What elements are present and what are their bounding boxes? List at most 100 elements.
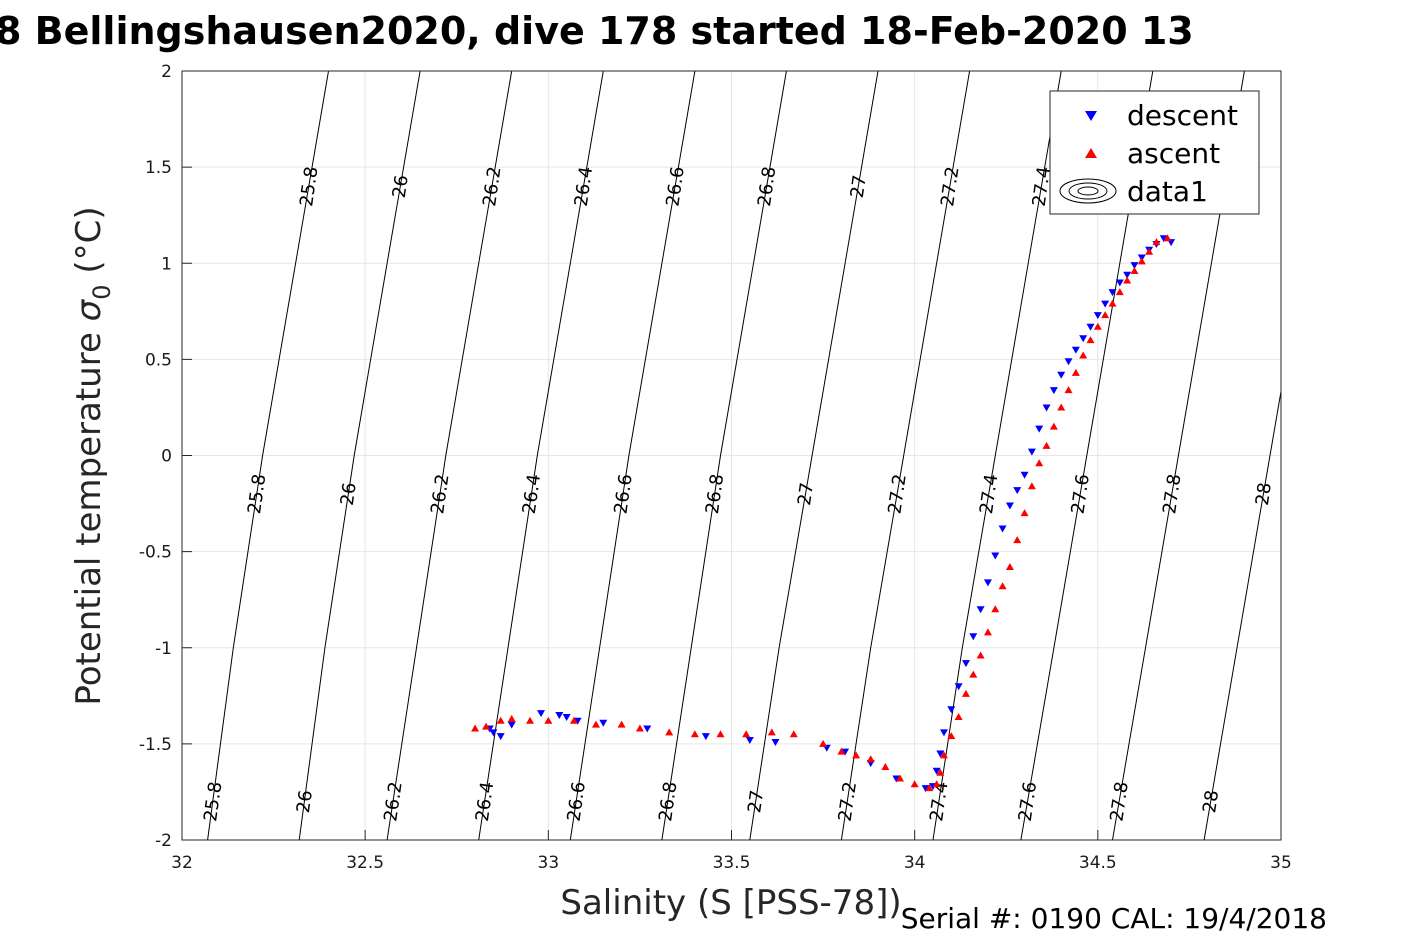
x-tick-label: 32.5 (346, 853, 384, 873)
ascent-point (767, 728, 776, 736)
ascent-point (866, 755, 875, 763)
ascent-point (925, 784, 934, 792)
y-tick-label: 2 (161, 62, 172, 82)
legend-descent-marker (1085, 111, 1097, 121)
ascent-point (976, 651, 985, 659)
ascent-point (837, 747, 846, 755)
ascent-point (789, 730, 798, 738)
descent-point (976, 606, 985, 614)
descent-point (1057, 371, 1066, 379)
y-tick-label: -1 (155, 639, 172, 659)
descent-point (1130, 262, 1139, 270)
isopycnal-line (569, 71, 696, 840)
isopycnal-label: 27 (847, 174, 871, 200)
ascent-point (471, 724, 480, 732)
axis-ticks: 32 32.5 33 33.5 34 34.5 35 2 1.5 1 0.5 0 -0.5 -1 -1.5 -… (139, 62, 1292, 873)
legend-box (1049, 90, 1260, 215)
x-tick-label: 34.5 (1079, 853, 1117, 873)
y-tick-label: 0.5 (145, 350, 172, 370)
descent-point (954, 683, 963, 691)
descent-point (701, 733, 710, 741)
y-axis-label: Potential temperature σ0 (°C) (69, 206, 116, 705)
descent-point (939, 729, 948, 737)
ascent-point (896, 774, 905, 782)
y-tick-label: -2 (155, 831, 172, 851)
x-tick-label: 35 (1270, 853, 1292, 873)
ascent-point (852, 751, 861, 759)
series-ascent (471, 234, 1172, 792)
descent-point (771, 738, 780, 746)
descent-point (1123, 271, 1132, 279)
descent-point (1064, 358, 1073, 366)
y-axis-label-main: Potential temperature (69, 321, 109, 705)
descent-point (507, 721, 516, 729)
ascent-point (526, 716, 535, 724)
descent-point (643, 725, 652, 733)
descent-point (537, 710, 546, 718)
ascent-point (1020, 509, 1029, 517)
descent-point (562, 713, 571, 721)
descent-point (932, 767, 941, 775)
descent-point (1159, 235, 1168, 243)
ascent-point (716, 730, 725, 738)
ascent-point (961, 689, 970, 697)
descent-point (936, 750, 945, 758)
ascent-point (690, 730, 699, 738)
isopycnal-line (478, 71, 604, 840)
ascent-point (1093, 322, 1102, 330)
isopycnal-label: 28 (1199, 789, 1223, 815)
descent-point (1115, 279, 1124, 287)
y-tick-label: -0.5 (139, 543, 172, 563)
ascent-point (983, 628, 992, 636)
ascent-point (947, 732, 956, 740)
isopycnal-line (298, 71, 421, 840)
ascent-point (1027, 482, 1036, 490)
ascent-point (1101, 311, 1110, 319)
descent-point (573, 717, 582, 725)
isopycnal-label: 27 (794, 481, 818, 507)
legend-ascent-label: ascent (1127, 137, 1220, 170)
ascent-point (1130, 266, 1139, 274)
ascent-point (910, 780, 919, 788)
descent-point (1020, 471, 1029, 479)
ascent-point (1035, 459, 1044, 467)
ascent-point (507, 714, 516, 722)
descent-point (1086, 323, 1095, 331)
ascent-point (1145, 247, 1154, 255)
y-axis-label-sigma: σ (69, 298, 109, 321)
ascent-point (954, 712, 963, 720)
x-tick-label: 33.5 (713, 853, 751, 873)
isopycnal-line (840, 71, 971, 840)
ascent-point (1049, 422, 1058, 430)
x-axis-label: Salinity (S [PSS-78]) (560, 883, 901, 923)
isopycnal-line (1203, 388, 1281, 840)
ascent-point (1064, 386, 1073, 394)
descent-point (947, 706, 956, 714)
ascent-point (742, 730, 751, 738)
descent-point (1071, 346, 1080, 354)
ascent-point (936, 768, 945, 776)
descent-point (1108, 289, 1117, 297)
ascent-point (1042, 441, 1051, 449)
ascent-point (1137, 257, 1146, 265)
ascent-point (819, 739, 828, 747)
isopycnal-line (932, 71, 1062, 840)
descent-point (1035, 425, 1044, 433)
ascent-point (1086, 336, 1095, 344)
descent-point (599, 719, 608, 727)
isopycnal-label: 26 (293, 789, 317, 815)
ascent-point (591, 720, 600, 728)
y-tick-label: 1 (161, 254, 172, 274)
ascent-point (939, 751, 948, 759)
x-tick-label: 32 (171, 853, 193, 873)
ascent-point (496, 716, 505, 724)
chart-title: 8 Bellingshausen2020, dive 178 started 1… (0, 9, 1194, 53)
isopycnal-line (661, 71, 787, 840)
descent-point (983, 579, 992, 587)
ascent-point (665, 728, 674, 736)
isopycnal-label: 28 (1252, 481, 1276, 507)
descent-point (1042, 404, 1051, 412)
serial-calibration-note: Serial #: 0190 CAL: 19/4/2018 (901, 902, 1327, 935)
ascent-point (1115, 288, 1124, 296)
